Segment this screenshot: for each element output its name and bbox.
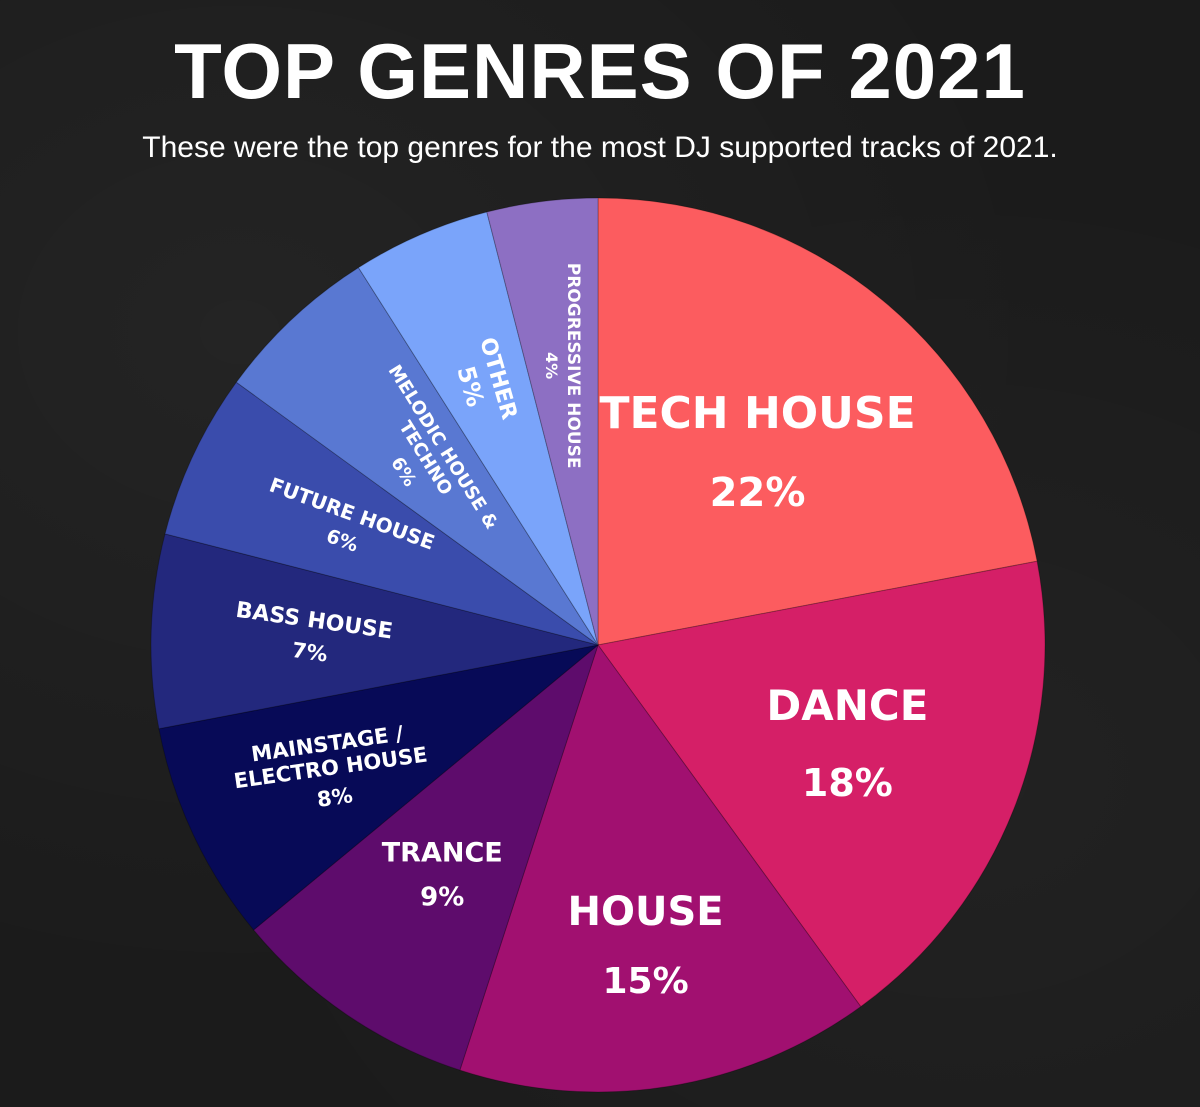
chart-title: TOP GENRES OF 2021 <box>174 27 1026 115</box>
pie-slice-dance <box>597 560 1046 1008</box>
slice-category-label: TRANCE <box>382 837 503 868</box>
pie-slice-progressive-house <box>486 197 599 646</box>
slice-category-label: TECH HOUSE <box>599 388 915 439</box>
pie-slice-house <box>459 643 862 1093</box>
slice-value-label: 15% <box>602 961 688 1002</box>
pie-slice-mainstage-electro-house <box>158 644 599 931</box>
slice-label-group: HOUSE 15% <box>568 889 724 1002</box>
slice-value-label: 4% <box>542 352 561 379</box>
slice-label-group: TRANCE 9% <box>382 837 503 912</box>
slice-value-label: 22% <box>710 470 806 516</box>
slice-value-label: 8% <box>316 783 355 812</box>
pie-slice-melodic-house-techno <box>235 266 599 646</box>
pie-slice-trance <box>252 643 600 1071</box>
slice-category-label: DANCE <box>766 681 928 730</box>
pie-slice-other <box>357 211 599 646</box>
slice-value-label: 9% <box>420 882 464 912</box>
pie-slices <box>150 197 1046 1093</box>
slice-label-group: DANCE 18% <box>766 681 928 805</box>
slice-label-group: TECH HOUSE 22% <box>599 388 915 516</box>
chart-subtitle: These were the top genres for the most D… <box>142 131 1058 164</box>
slice-value-label: 18% <box>802 761 893 805</box>
pie-slice-future-house <box>164 381 599 646</box>
slice-category-label: HOUSE <box>568 889 724 935</box>
pie-slice-bass-house <box>150 533 599 730</box>
slice-category-label: PROGRESSIVE HOUSE <box>563 263 583 469</box>
pie-slice-tech-house <box>597 197 1038 646</box>
slice-value-label: 7% <box>290 638 329 667</box>
